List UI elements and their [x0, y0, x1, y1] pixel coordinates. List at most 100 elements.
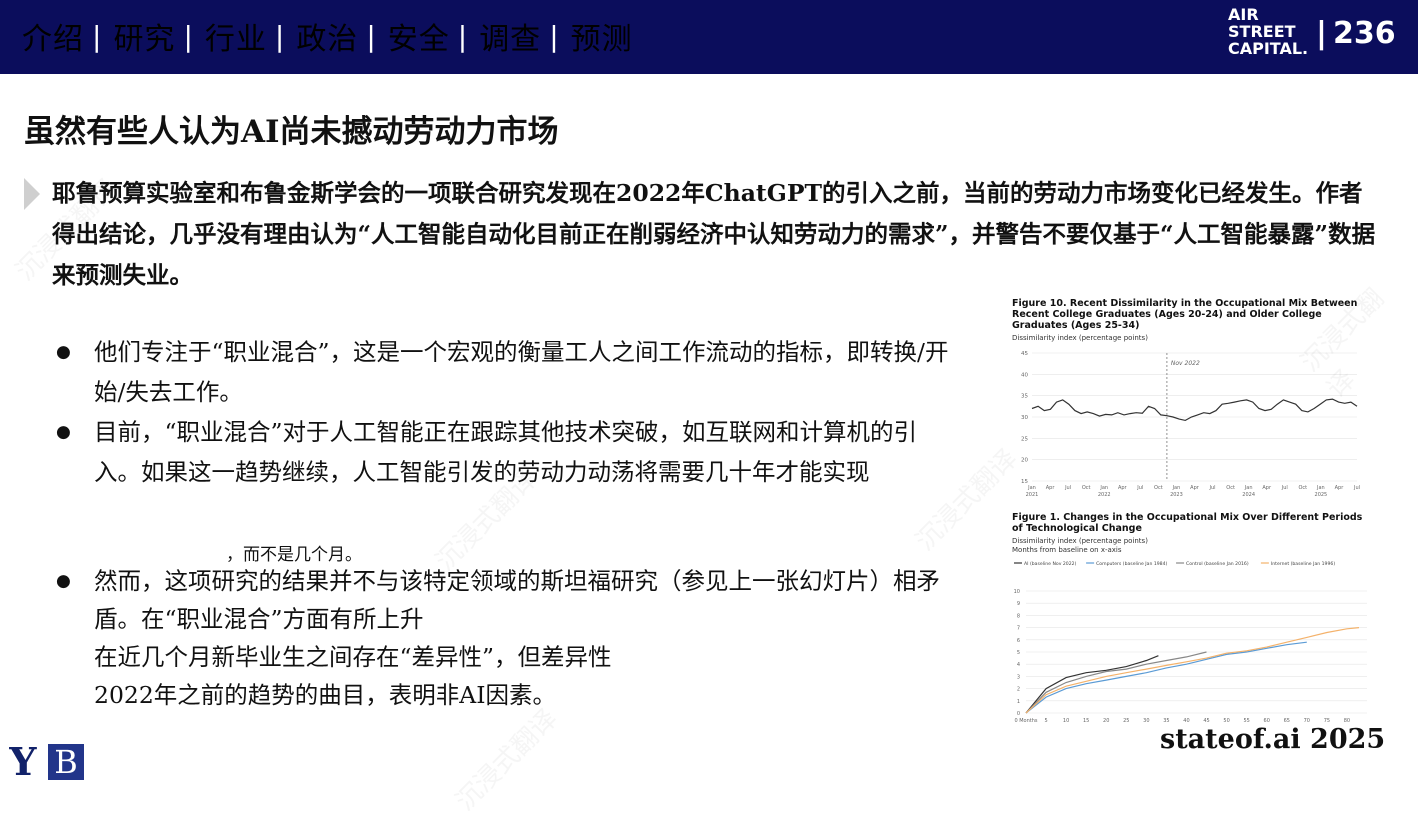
page-number-value: 236 [1332, 16, 1396, 51]
logo-line: CAPITAL. [1228, 39, 1309, 58]
y-tick-label: 0 [1017, 711, 1020, 717]
x-tick-label: Jan [1244, 485, 1253, 491]
x-tick-label: Jul [1064, 485, 1071, 491]
bullet-list: 他们专注于“职业混合”，这是一个宏观的衡量工人之间工作流动的指标，即转换/开始/… [56, 332, 956, 492]
section-nav: 介绍 | 研究 | 行业 | 政治 | 安全 | 调查 | 预测 [22, 14, 633, 58]
bullet-note: ，而不是几个月。 [226, 545, 362, 565]
nav-item-safety[interactable]: 安全 [387, 22, 450, 57]
legend-label: Internet (baseline Jan 1996) [1271, 561, 1335, 567]
lead-arrow-icon [24, 178, 40, 210]
series-line [1025, 627, 1360, 714]
x-tick-label: Jul [1353, 485, 1360, 491]
x-tick-label: 35 [1163, 718, 1169, 724]
x-tick-label: Apr [1046, 485, 1056, 491]
x-tick-label: 65 [1284, 718, 1290, 724]
x-tick-label: Apr [1335, 485, 1345, 491]
nav-item-intro[interactable]: 介绍 [22, 22, 84, 57]
y-tick-label: 20 [1021, 458, 1028, 464]
x-tick-label: Jan [1099, 485, 1108, 491]
x-tick-label: Oct [1299, 485, 1308, 491]
bullet-item-line: 然而，这项研究的结果并不与该特定领域的斯坦福研究（参见上一张幻灯片）相矛盾。在“… [56, 562, 956, 638]
x-tick-label: Jan [1316, 485, 1325, 491]
figure-1-xnote: Months from baseline on x-axis [1012, 546, 1122, 554]
y-tick-label: 40 [1021, 372, 1028, 378]
series-line [1025, 655, 1159, 714]
y-tick-label: 15 [1021, 479, 1028, 485]
figure-1: Figure 1. Changes in the Occupational Mi… [1012, 512, 1372, 734]
x-tick-label: Apr [1118, 485, 1128, 491]
slide-title: 虽然有些人认为AI尚未撼动劳动力市场 [24, 114, 559, 150]
bullet-item-line: 在近几个月新毕业生之间存在“差异性”，但差异性 [94, 643, 612, 671]
nav-separator: | [549, 19, 559, 53]
x-tick-label: 30 [1143, 718, 1149, 724]
x-tick-label: Jul [1136, 485, 1143, 491]
legend-label: Control (baseline Jan 2016) [1186, 561, 1249, 567]
x-tick-label: Jan [1172, 485, 1181, 491]
nav-separator: | [457, 19, 468, 53]
air-street-capital-logo: AIR STREET CAPITAL. [1228, 6, 1308, 57]
x-tick-label: 50 [1223, 718, 1229, 724]
nav-separator: | [366, 19, 376, 53]
nav-item-research[interactable]: 研究 [113, 22, 176, 57]
y-tick-label: 2 [1017, 687, 1020, 693]
x-tick-label: 20 [1103, 718, 1109, 724]
nav-separator: | [183, 19, 193, 53]
y-tick-label: 30 [1021, 415, 1028, 421]
x-tick-label: Jan [1027, 485, 1036, 491]
series-line [1025, 651, 1207, 714]
year-label: 2022 [1098, 492, 1111, 498]
year-label: 2023 [1170, 492, 1183, 498]
top-nav-bar: 介绍 | 研究 | 行业 | 政治 | 安全 | 调查 | 预测 AIR STREET CA… [0, 0, 1418, 74]
nav-separator: | [274, 19, 285, 53]
bullet-item-line: 2022年之前的趋势的曲目，表明非AI因素。 [94, 681, 557, 709]
series-line-dissimilarity [1031, 398, 1358, 422]
logo-line: AIR [1228, 5, 1259, 24]
x-tick-label: 15 [1083, 718, 1089, 724]
bullet-item: 他们专注于“职业混合”，这是一个宏观的衡量工人之间工作流动的指标，即转换/开始/… [56, 332, 956, 412]
x-tick-label: 40 [1183, 718, 1189, 724]
x-tick-label: 55 [1243, 718, 1249, 724]
x-tick-label: 45 [1203, 718, 1209, 724]
marker-annotation: Nov 2022 [1171, 360, 1200, 367]
x-tick-label: Apr [1190, 485, 1200, 491]
x-tick-label: Oct [1154, 485, 1163, 491]
y-tick-label: 1 [1017, 699, 1020, 705]
x-tick-label: 10 [1063, 718, 1069, 724]
y-tick-label: 10 [1014, 589, 1020, 595]
logo-line: STREET [1228, 22, 1296, 41]
year-label: 2025 [1315, 492, 1328, 498]
y-tick-label: 8 [1017, 613, 1020, 619]
footer-source: stateof.ai 2025 [1160, 724, 1386, 755]
x-tick-label: 70 [1304, 718, 1310, 724]
year-label: 2024 [1242, 492, 1255, 498]
nav-item-industry[interactable]: 行业 [204, 22, 267, 57]
nav-item-predictions[interactable]: 预测 [570, 22, 633, 57]
figure-1-title: Figure 1. Changes in the Occupational Mi… [1012, 512, 1363, 534]
y-tick-label: 45 [1021, 351, 1028, 357]
nav-item-politics[interactable]: 政治 [296, 22, 359, 57]
x-tick-label: Oct [1082, 485, 1091, 491]
y-tick-label: 3 [1017, 674, 1020, 680]
page-number-separator: | [1316, 16, 1327, 51]
figure-10: Figure 10. Recent Dissimilarity in the O… [1012, 298, 1372, 507]
x-tick-label: Jul [1209, 485, 1216, 491]
nav-item-survey[interactable]: 调查 [479, 22, 542, 57]
legend-label: AI (baseline Nov 2022) [1024, 561, 1077, 567]
yale-logo: Y [9, 739, 37, 784]
y-tick-label: 25 [1021, 436, 1028, 442]
y-tick-label: 9 [1017, 601, 1020, 607]
y-tick-label: 4 [1017, 662, 1020, 668]
y-tick-label: 6 [1017, 638, 1020, 644]
x-tick-label: 25 [1123, 718, 1129, 724]
y-tick-label: 7 [1017, 626, 1020, 632]
x-tick-label: 0 Months [1014, 718, 1037, 724]
lead-paragraph: 耶鲁预算实验室和布鲁金斯学会的一项联合研究发现在2022年ChatGPT的引入之… [52, 179, 1376, 289]
figure-10-ylabel: Dissimilarity index (percentage points) [1012, 334, 1148, 342]
page-number: | 236 [1316, 16, 1396, 51]
figure-10-title: Figure 10. Recent Dissimilarity in the O… [1012, 298, 1358, 331]
x-tick-label: Jul [1281, 485, 1288, 491]
y-tick-label: 5 [1017, 650, 1020, 656]
x-tick-label: 75 [1324, 718, 1330, 724]
brookings-logo: B [48, 744, 84, 780]
